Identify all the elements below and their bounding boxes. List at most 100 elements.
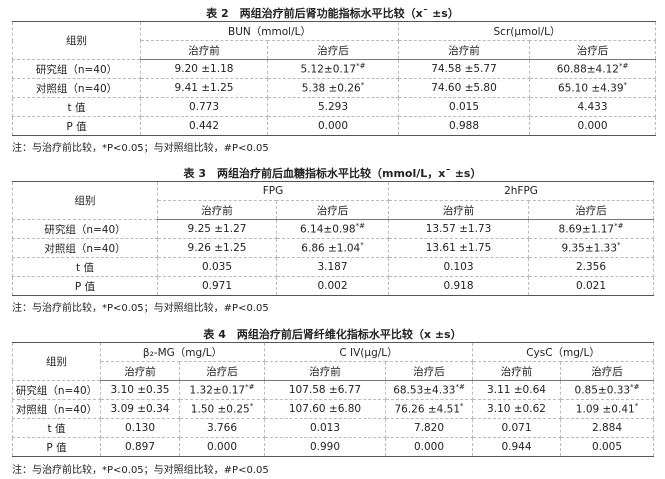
table-cell: 74.58 ±5.77 (398, 59, 530, 79)
data-table: 组别 BUN（mmol/L） Scr(μmol/L） 治疗前 治疗后 治疗前 治疗后 研究组（… (12, 21, 656, 136)
table-cell: 0.002 (275, 276, 390, 296)
subheader: 治疗前 (388, 200, 530, 220)
metric-header: FPG (156, 181, 390, 201)
significance-mark: * (360, 81, 365, 90)
subheader: 治疗前 (157, 200, 277, 220)
table-cell: 0.071 (472, 418, 561, 438)
table-cell: 0.988 (398, 116, 530, 136)
table-cell: 1.50 ±0.25* (179, 399, 265, 419)
significance-mark: *# (630, 383, 640, 392)
subheader: 治疗前 (398, 40, 530, 60)
row-label: P 值 (12, 116, 141, 136)
table-cell: 0.000 (385, 437, 473, 457)
significance-mark: *# (355, 222, 365, 231)
table-row: 对照组（n=40） 3.09 ±0.34 1.50 ±0.25* 107.60 ±6.… (12, 399, 655, 419)
group-header: 组别 (12, 21, 141, 60)
subheader: 治疗后 (528, 200, 655, 220)
table-caption: 表 3 两组治疗前后血糖指标水平比较（mmol/L，x¯ ±s） (183, 167, 482, 180)
table-cell: 3.10 ±0.62 (472, 399, 561, 419)
subheader: 治疗后 (559, 361, 655, 381)
significance-mark: * (460, 402, 464, 411)
row-label: 研究组（n=40） (12, 59, 141, 79)
significance-mark: *# (614, 222, 624, 231)
table-row: 研究组（n=40） 9.20 ±1.18 5.12±0.17*# 74.58 ±5.7… (12, 59, 656, 79)
table-caption: 表 4 两组治疗前后肾纤维化指标水平比较（x ±s） (203, 328, 462, 341)
significance-mark: *# (455, 383, 465, 392)
table-cell: 5.38 ±0.26* (267, 78, 399, 98)
table-cell: 4.433 (529, 97, 656, 117)
table-cell: 0.971 (157, 276, 277, 296)
row-label: t 值 (12, 418, 101, 438)
subheader: 治疗后 (275, 200, 390, 220)
table-cell: 60.88±4.12*# (529, 59, 656, 79)
table-cell: 65.10 ±4.39* (529, 78, 656, 98)
table-cell: 0.005 (559, 437, 655, 457)
metric-header: C IV(μg/L） (264, 342, 473, 362)
table-cell: 0.021 (528, 276, 655, 296)
data-table: 组别 FPG 2hFPG 治疗前 治疗后 治疗前 治疗后 研究组（n=40） 9.25 ±1.2… (12, 181, 655, 296)
table-row: 研究组（n=40） 9.25 ±1.27 6.14±0.98*# 13.57 ±1.7… (12, 219, 655, 239)
metric-header: CysC（mg/L） (471, 342, 655, 362)
row-label: t 值 (12, 97, 141, 117)
table-row: P 值 0.897 0.000 0.990 0.000 0.944 0.005 (12, 437, 655, 457)
table-cell: 0.442 (140, 116, 268, 136)
table-cell: 9.41 ±1.25 (140, 78, 268, 98)
table-row: 研究组（n=40） 3.10 ±0.35 1.32±0.17*# 107.58 ±6.… (12, 380, 655, 400)
table-cell: 2.356 (528, 257, 655, 277)
table-cell: 3.11 ±0.64 (472, 380, 561, 400)
table-row: t 值 0.130 3.766 0.013 7.820 0.071 2.884 (12, 418, 655, 438)
table-cell: 9.26 ±1.25 (157, 238, 277, 258)
table-cell: 0.944 (472, 437, 561, 457)
header-row: 组别 β₂-MG（mg/L） C IV(μg/L） CysC（mg/L） (12, 342, 655, 381)
table-cell: 9.25 ±1.27 (157, 219, 277, 239)
table-row: t 值 0.773 5.293 0.015 4.433 (12, 97, 656, 117)
table-cell: 5.293 (267, 97, 399, 117)
subheader: 治疗后 (385, 361, 473, 381)
table-cell: 0.000 (179, 437, 265, 457)
table-cell: 0.85±0.33*# (559, 380, 655, 400)
table-cell: 1.32±0.17*# (179, 380, 265, 400)
metric-header: 2hFPG (388, 181, 655, 201)
row-label: 研究组（n=40） (12, 219, 158, 239)
table-cell: 0.918 (388, 276, 530, 296)
table-note: 注：与治疗前比较，*P<0.05；与对照组比较，#P<0.05 (12, 303, 269, 314)
table-cell: 3.766 (179, 418, 265, 438)
subheader: 治疗前 (264, 361, 386, 381)
table-cell: 6.86 ±1.04* (275, 238, 390, 258)
table-cell: 74.60 ±5.80 (398, 78, 530, 98)
table-row: t 值 0.035 3.187 0.103 2.356 (12, 257, 655, 277)
row-label: 研究组（n=40） (12, 380, 101, 400)
table-cell: 3.10 ±0.35 (100, 380, 180, 400)
table-cell: 0.103 (388, 257, 530, 277)
table-cell: 107.58 ±6.77 (264, 380, 386, 400)
table-cell: 13.61 ±1.75 (388, 238, 530, 258)
metric-header: BUN（mmol/L） (140, 21, 399, 41)
significance-mark: *# (356, 62, 366, 71)
table-cell: 13.57 ±1.73 (388, 219, 530, 239)
table-caption: 表 2 两组治疗前后肾功能指标水平比较（x¯ ±s） (206, 7, 459, 20)
table-cell: 0.000 (267, 116, 399, 136)
table-cell: 0.990 (264, 437, 386, 457)
data-table: 组别 β₂-MG（mg/L） C IV(μg/L） CysC（mg/L） 治疗前 治疗后治… (12, 342, 655, 457)
table-cell: 8.69±1.17*# (528, 219, 655, 239)
table-row: P 值 0.971 0.002 0.918 0.021 (12, 276, 655, 296)
subheader: 治疗前 (472, 361, 561, 381)
table-cell: 9.35±1.33* (528, 238, 655, 258)
table-cell: 0.897 (100, 437, 180, 457)
table-cell: 76.26 ±4.51* (385, 399, 473, 419)
table-cell: 3.187 (275, 257, 390, 277)
table-cell: 0.035 (157, 257, 277, 277)
row-label: t 值 (12, 257, 158, 277)
significance-mark: * (623, 81, 628, 90)
table-note: 注：与治疗前比较，*P<0.05；与对照组比较，#P<0.05 (12, 465, 269, 476)
table-row: P 值 0.442 0.000 0.988 0.000 (12, 116, 656, 136)
subheader: 治疗后 (267, 40, 399, 60)
group-header: 组别 (12, 342, 101, 381)
subheader: 治疗后 (529, 40, 656, 60)
table-cell: 2.884 (559, 418, 655, 438)
row-label: 对照组（n=40） (12, 78, 141, 98)
table-note: 注：与治疗前比较，*P<0.05；与对照组比较，#P<0.05 (12, 143, 269, 154)
subheader: 治疗前 (100, 361, 180, 381)
row-label: 对照组（n=40） (12, 399, 101, 419)
table-cell: 0.130 (100, 418, 180, 438)
